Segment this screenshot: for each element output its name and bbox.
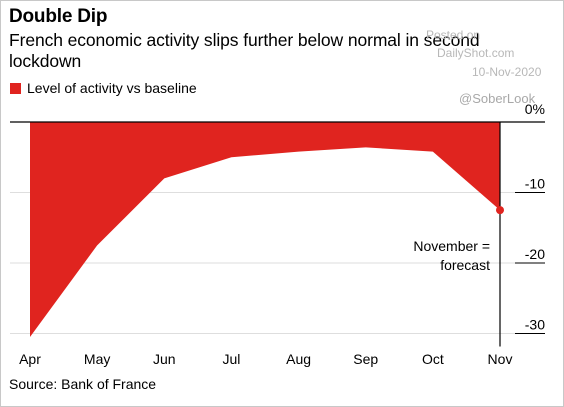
x-tick-label: Aug [286, 351, 311, 367]
forecast-point [496, 206, 504, 215]
x-tick-label: Jul [222, 351, 240, 367]
chart-title: Double Dip [9, 6, 108, 27]
annotation-line2: forecast [440, 257, 490, 273]
x-tick-label: Apr [19, 351, 41, 367]
watermark-posted: Posted on [426, 28, 481, 42]
legend-label: Level of activity vs baseline [27, 80, 197, 96]
x-tick-label: Sep [353, 351, 378, 367]
area-layer [10, 121, 545, 347]
watermark-site: DailyShot.com [437, 46, 515, 60]
x-tick-label: Nov [488, 351, 513, 367]
area-series [30, 122, 500, 338]
legend-swatch [10, 82, 21, 94]
y-tick-label: -30 [525, 317, 545, 333]
annotation-line1: November = [413, 238, 490, 254]
x-tick-label: Jun [153, 351, 176, 367]
y-tick-label: -20 [525, 246, 545, 262]
x-tick-labels: Apr May Jun Jul Aug Sep Oct Nov [19, 351, 512, 367]
x-tick-label: May [84, 351, 110, 367]
source-note: Source: Bank of France [9, 376, 157, 392]
legend: Level of activity vs baseline [10, 80, 197, 96]
y-tick-label: -10 [525, 176, 545, 192]
y-tick-label: 0% [525, 101, 545, 117]
chart-subtitle: French economic activity slips further b… [9, 30, 480, 71]
watermark-handle: @SoberLook [459, 91, 536, 106]
y-tick-labels: 0% -10 -20 -30 [515, 101, 545, 334]
watermark-date: 10-Nov-2020 [472, 65, 542, 79]
x-tick-label: Oct [422, 351, 444, 367]
